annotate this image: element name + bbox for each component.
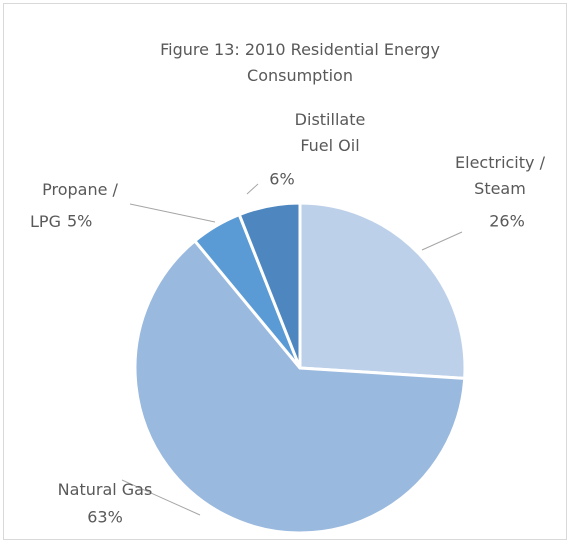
pie-slice: [298, 201, 467, 380]
value-label: 63%: [87, 508, 123, 527]
chart-title: Figure 13: 2010 Residential Energy Consum…: [160, 40, 440, 85]
pie-slice: [237, 201, 302, 369]
category-label: Propane / LPG: [30, 180, 119, 231]
value-label: 6%: [269, 170, 294, 189]
leader-line: [246, 183, 259, 195]
category-label: Natural Gas: [58, 480, 153, 499]
pie-slice: [133, 238, 467, 535]
leader-line: [129, 203, 216, 223]
leader-line: [421, 231, 463, 251]
value-label: 26%: [489, 212, 525, 231]
value-label: 5%: [67, 212, 92, 231]
category-label: Distillate Fuel Oil: [295, 110, 366, 155]
leader-line: [121, 479, 201, 516]
category-label: Electricity / Steam: [455, 153, 546, 198]
